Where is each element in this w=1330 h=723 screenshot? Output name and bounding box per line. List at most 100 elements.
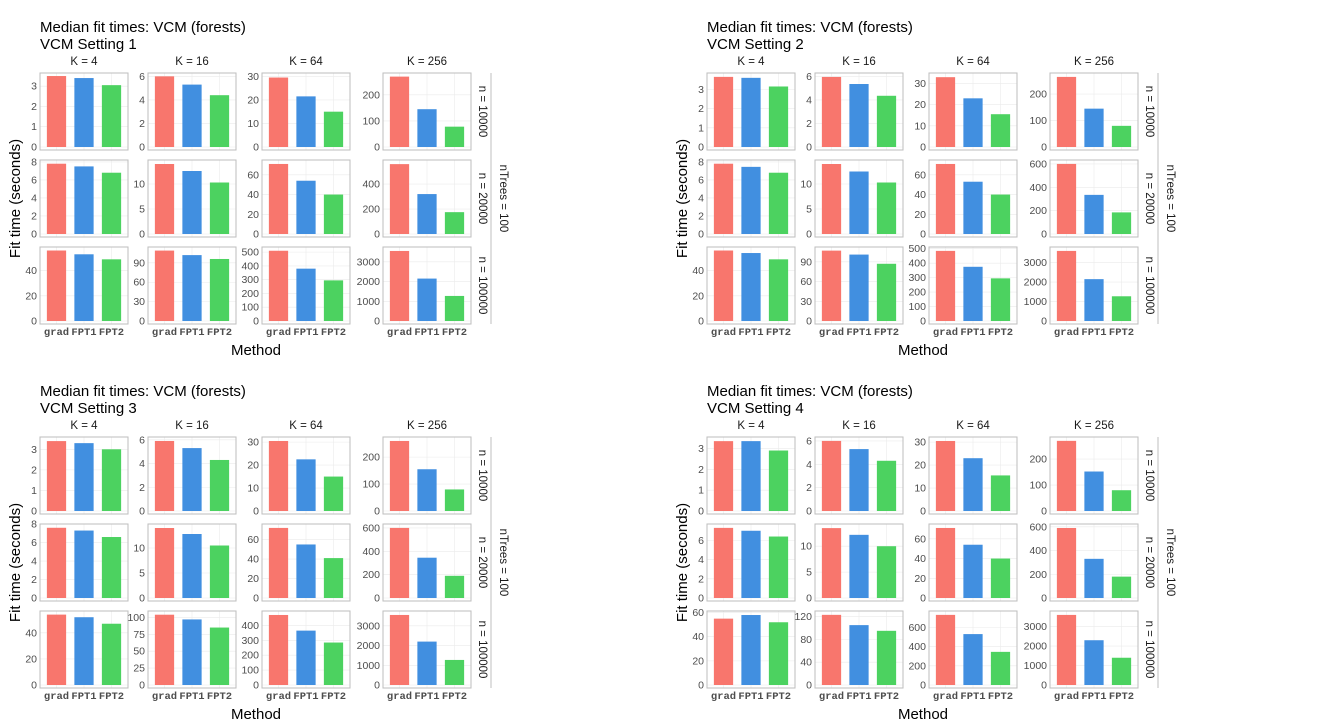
y-tick-label: 40 — [25, 265, 37, 277]
bar-fpt2 — [1111, 296, 1132, 321]
facet-row-label: n = 10000 — [1143, 86, 1155, 137]
y-tick-label: 0 — [139, 680, 145, 692]
bar-fpt2 — [990, 651, 1011, 685]
y-tick-label: 0 — [920, 316, 926, 328]
x-tick-label: grad — [933, 691, 958, 703]
facet-column-label: K = 4 — [737, 420, 765, 432]
y-tick-label: 2 — [31, 464, 37, 476]
y-tick-label: 400 — [908, 641, 926, 653]
y-tick-label: 30 — [133, 296, 145, 308]
y-tick-label: 10 — [247, 483, 259, 495]
panel-border — [261, 72, 351, 151]
y-tick-label: 60 — [800, 276, 812, 288]
chart-quadrant-3: Median fit times: VCM (forests)VCM Setti… — [7, 383, 509, 723]
bar-fpt1 — [417, 469, 437, 511]
panel-border — [928, 159, 1018, 238]
bar-fpt2 — [768, 450, 789, 511]
panel-border — [814, 72, 904, 151]
y-tick-label: 60 — [914, 169, 926, 181]
bar-fpt1 — [417, 194, 437, 234]
facet-row-label: n = 100000 — [476, 621, 488, 679]
x-tick-label: FPT2 — [988, 327, 1013, 339]
bar-fpt1 — [741, 615, 761, 685]
y-tick-label: 1000 — [357, 660, 381, 672]
x-tick-label: FPT2 — [874, 691, 899, 703]
bar-fpt1 — [417, 641, 437, 685]
bar-fpt2 — [101, 537, 122, 598]
x-tick-label: grad — [933, 327, 958, 339]
y-tick-label: 0 — [698, 229, 704, 241]
x-axis-title: Method — [898, 706, 948, 723]
bar-fpt1 — [849, 449, 869, 511]
bar-grad — [154, 76, 175, 147]
bar-fpt1 — [417, 557, 437, 598]
panel-border — [1049, 246, 1139, 325]
y-tick-label: 100 — [362, 115, 380, 127]
y-tick-label: 6 — [31, 537, 37, 549]
y-tick-label: 20 — [247, 460, 259, 472]
y-tick-label: 0 — [698, 680, 704, 692]
bar-fpt2 — [876, 263, 897, 321]
x-tick-label: grad — [152, 691, 177, 703]
bar-fpt1 — [417, 278, 437, 321]
facet-panel: 0 25 50 75 100 grad FPT1 FPT2 — [127, 610, 237, 703]
x-tick-label: FPT1 — [738, 691, 763, 703]
facet-panel: 0 20 40 grad FPT1 FPT2 — [692, 246, 796, 339]
x-tick-label: FPT1 — [738, 327, 763, 339]
bar-fpt2 — [323, 280, 344, 321]
panel-border — [1049, 72, 1139, 151]
y-axis-title: Fit time (seconds) — [7, 139, 24, 258]
bar-grad — [46, 163, 67, 234]
panel-border — [382, 610, 472, 689]
bar-fpt1 — [741, 530, 761, 598]
panel-border — [706, 72, 796, 151]
bar-fpt1 — [182, 448, 202, 511]
bar-fpt1 — [1084, 558, 1104, 598]
facet-panel: 0 20 40 60 — [247, 159, 351, 241]
bar-fpt2 — [876, 630, 897, 685]
bar-fpt2 — [209, 459, 230, 511]
y-tick-label: 75 — [133, 629, 145, 641]
y-tick-label: 3000 — [1024, 257, 1048, 269]
bar-grad — [1056, 76, 1077, 147]
bar-fpt1 — [296, 544, 316, 598]
y-tick-label: 30 — [914, 78, 926, 90]
panel-border — [382, 436, 472, 515]
panel-border — [706, 436, 796, 515]
y-axis-title: Fit time (seconds) — [674, 503, 691, 622]
y-tick-label: 4 — [139, 458, 145, 470]
panel-border — [261, 523, 351, 602]
y-tick-label: 10 — [800, 541, 812, 553]
bar-fpt2 — [876, 182, 897, 234]
y-tick-label: 3000 — [1024, 621, 1048, 633]
panel-border — [39, 523, 129, 602]
facet-panel: 0 10 20 30 — [247, 436, 351, 518]
facet-panel: 0 1000 2000 3000 grad FPT1 FPT2 — [357, 610, 472, 703]
x-tick-label: FPT1 — [960, 327, 985, 339]
bar-grad — [154, 164, 175, 234]
bar-fpt2 — [209, 627, 230, 685]
bar-fpt1 — [182, 255, 202, 321]
facet-panel: 0 30 60 90 grad FPT1 FPT2 — [133, 246, 237, 339]
y-tick-label: 2 — [698, 573, 704, 585]
y-tick-label: 6 — [698, 535, 704, 547]
panel-border — [261, 246, 351, 325]
facet-row-label: n = 20000 — [476, 537, 488, 588]
y-tick-label: 0 — [139, 593, 145, 605]
chart-subtitle: VCM Setting 2 — [707, 36, 804, 53]
y-tick-label: 20 — [914, 99, 926, 111]
y-tick-label: 0 — [1041, 229, 1047, 241]
facet-panel: 0 200 400 600 grad FPT1 FPT2 — [908, 610, 1018, 703]
x-tick-label: FPT1 — [71, 327, 96, 339]
facet-column-label: K = 64 — [289, 56, 323, 68]
bar-grad — [268, 440, 289, 511]
bar-grad — [713, 441, 734, 511]
bar-grad — [935, 614, 956, 685]
y-tick-label: 40 — [914, 189, 926, 201]
y-tick-label: 30 — [914, 437, 926, 449]
bar-grad — [821, 440, 842, 511]
bar-fpt1 — [849, 534, 869, 598]
y-tick-label: 4 — [806, 459, 812, 471]
facet-column-label: K = 256 — [407, 56, 447, 68]
y-tick-label: 6 — [806, 435, 812, 447]
